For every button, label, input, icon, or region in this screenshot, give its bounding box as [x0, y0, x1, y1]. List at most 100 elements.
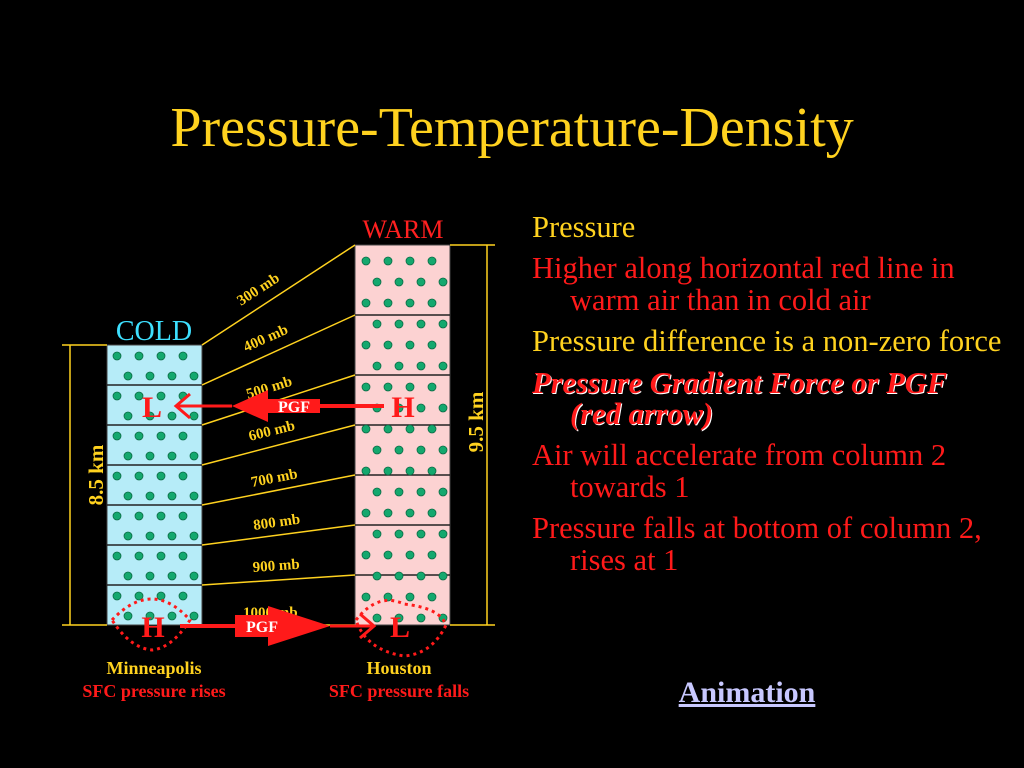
air-dot: [134, 391, 144, 401]
air-dot: [178, 591, 188, 601]
air-dot: [112, 511, 122, 521]
warm-column-dots: [361, 256, 448, 623]
upper-low-letter: L: [142, 391, 162, 424]
air-dot: [383, 382, 393, 392]
air-dot: [134, 431, 144, 441]
air-dot: [438, 403, 448, 413]
air-dot: [156, 511, 166, 521]
air-dot: [123, 571, 133, 581]
cold-column-border: [106, 344, 203, 626]
air-dot: [372, 277, 382, 287]
air-dot: [438, 571, 448, 581]
air-dot: [383, 298, 393, 308]
air-dot: [145, 371, 155, 381]
air-dot: [394, 403, 404, 413]
air-dot: [112, 351, 122, 361]
air-dot: [372, 613, 382, 623]
air-dot: [405, 592, 415, 602]
warm-surface-dotted-outline: [354, 599, 448, 658]
air-dot: [383, 550, 393, 560]
air-dot: [405, 508, 415, 518]
air-dot: [405, 382, 415, 392]
air-dot: [427, 592, 437, 602]
air-dot: [383, 466, 393, 476]
warm-label: WARM: [363, 215, 444, 244]
air-dot: [361, 592, 371, 602]
air-dot: [167, 571, 177, 581]
air-dot: [405, 466, 415, 476]
bullet-pgf-definition: Pressure Gradient Force or PGF (red arro…: [532, 365, 947, 432]
left-caption: SFC pressure rises: [82, 681, 225, 701]
air-dot: [438, 277, 448, 287]
air-dot: [427, 550, 437, 560]
air-dot: [178, 351, 188, 361]
air-dot: [416, 319, 426, 329]
air-dot: [361, 298, 371, 308]
animation-link[interactable]: Animation: [678, 676, 816, 709]
air-dot: [156, 431, 166, 441]
air-dot: [416, 571, 426, 581]
cold-height-label: 8.5 km: [84, 444, 108, 505]
air-dot: [167, 611, 177, 621]
air-dot: [167, 491, 177, 501]
air-dot: [394, 361, 404, 371]
air-dot: [427, 508, 437, 518]
air-dot: [189, 491, 199, 501]
air-dot: [123, 491, 133, 501]
air-dot: [438, 529, 448, 539]
air-dot: [156, 471, 166, 481]
air-dot: [416, 361, 426, 371]
air-dot: [145, 571, 155, 581]
lower-high-letter: H: [141, 611, 164, 644]
bullet-higher-along-line: Higher along horizontal red line in warm…: [532, 251, 955, 317]
cold-column: [107, 345, 202, 625]
bullet-air-accelerates: Air will accelerate from column 2 toward…: [532, 438, 947, 504]
air-dot: [123, 611, 133, 621]
air-dot: [361, 256, 371, 266]
air-dot: [394, 319, 404, 329]
right-caption: SFC pressure falls: [329, 681, 469, 701]
air-dot: [123, 411, 133, 421]
air-dot: [112, 591, 122, 601]
air-dot: [361, 382, 371, 392]
upper-pgf-label: PGF: [278, 399, 310, 416]
air-dot: [405, 550, 415, 560]
air-dot: [361, 466, 371, 476]
air-dot: [361, 424, 371, 434]
air-dot: [361, 340, 371, 350]
air-dot: [189, 571, 199, 581]
air-dot: [156, 391, 166, 401]
warm-height-bracket: [450, 244, 495, 626]
upper-pgf-arrow: [173, 390, 384, 422]
air-dot: [145, 611, 155, 621]
animation-link-container: Animation: [532, 676, 962, 710]
air-dot: [134, 471, 144, 481]
air-dot: [394, 487, 404, 497]
air-dot: [427, 466, 437, 476]
air-dot: [438, 445, 448, 455]
air-dot: [134, 351, 144, 361]
air-dot: [372, 361, 382, 371]
level-900-label: 900 mb: [252, 557, 300, 576]
air-dot: [145, 491, 155, 501]
air-dot: [372, 487, 382, 497]
air-dot: [372, 319, 382, 329]
air-dot: [372, 445, 382, 455]
left-city-label: Minneapolis: [106, 658, 201, 678]
air-dot: [427, 424, 437, 434]
air-dot: [383, 256, 393, 266]
air-dot: [383, 340, 393, 350]
air-dot: [123, 531, 133, 541]
air-dot: [123, 371, 133, 381]
lower-pgf-label: PGF: [246, 619, 278, 636]
air-dot: [405, 424, 415, 434]
air-dot: [394, 529, 404, 539]
bullet-pressure: Pressure: [532, 210, 636, 244]
slide-title: Pressure-Temperature-Density: [170, 97, 854, 159]
air-dot: [361, 550, 371, 560]
air-dot: [189, 371, 199, 381]
bullet-pressure-falls: Pressure falls at bottom of column 2, ri…: [532, 511, 982, 577]
air-dot: [394, 445, 404, 455]
level-400-label: 400 mb: [241, 322, 291, 356]
